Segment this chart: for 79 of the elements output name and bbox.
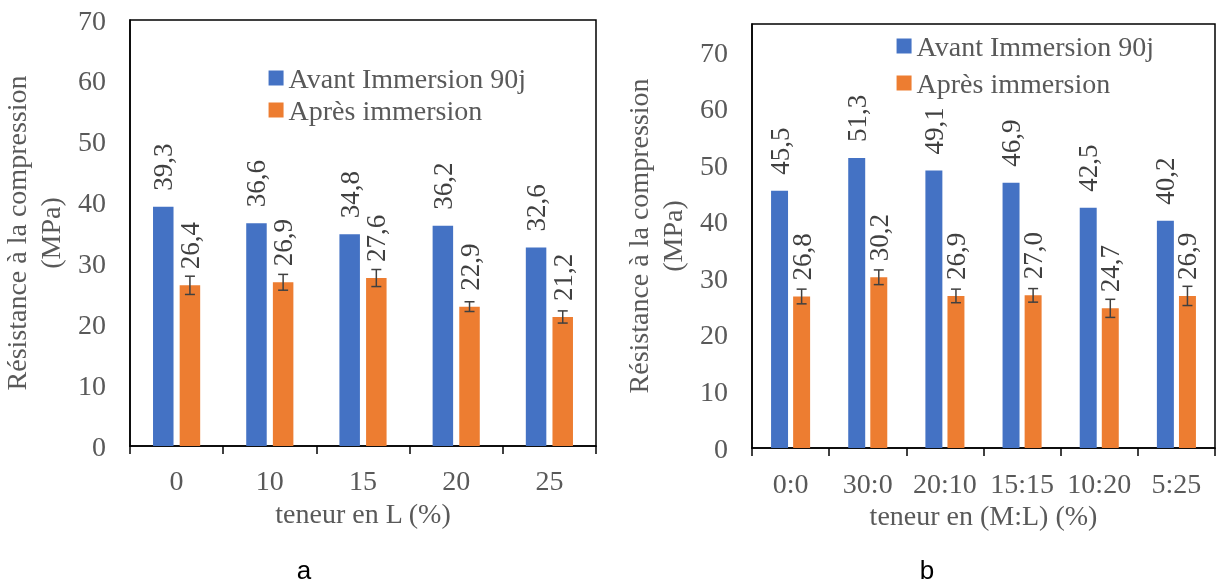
bar: [179, 285, 201, 446]
data-label: 49,1: [918, 107, 949, 155]
bar: [848, 157, 866, 448]
data-label: 26,9: [940, 232, 971, 280]
y-tick-label: 0: [714, 432, 728, 464]
y-tick-label: 20: [700, 319, 728, 351]
bar: [272, 282, 294, 446]
data-label: 46,9: [996, 119, 1027, 167]
y-tick-label: 20: [78, 308, 106, 340]
bar: [153, 206, 174, 446]
bar: [1024, 295, 1042, 448]
bar: [925, 170, 943, 448]
legend-label: Avant Immersion 90j: [916, 30, 1155, 62]
x-tick-label: 0: [169, 464, 184, 496]
x-axis-title: teneur en (M:L) (%): [869, 500, 1098, 532]
bar: [366, 278, 387, 446]
data-label: 21,2: [547, 253, 578, 301]
bar: [1002, 182, 1020, 448]
x-tick-label: 5:25: [1151, 467, 1202, 499]
y-tick-label: 70: [700, 36, 728, 68]
x-tick-label: 20:10: [913, 467, 977, 499]
data-label: 22,9: [454, 243, 485, 291]
bar: [947, 295, 965, 448]
bar: [459, 306, 480, 446]
data-label: 40,2: [1150, 157, 1181, 205]
bar: [339, 234, 360, 446]
y-tick-label: 10: [700, 375, 728, 407]
y-tick-label: 40: [700, 206, 728, 238]
data-label: 26,9: [268, 219, 299, 267]
data-label: 51,3: [841, 94, 872, 142]
y-tick-label: 60: [700, 93, 728, 125]
x-tick-label: 15: [349, 464, 377, 496]
y-tick-label: 40: [78, 187, 106, 219]
data-label: 26,8: [786, 233, 817, 281]
bar: [525, 247, 547, 446]
bar: [246, 223, 267, 446]
bar: [1101, 308, 1119, 448]
data-label: 45,5: [764, 127, 795, 175]
y-tick-label: 0: [92, 430, 106, 462]
x-axis-title: teneur en L (%): [275, 497, 451, 529]
data-label: 26,9: [1172, 232, 1203, 280]
legend-label: Après immersion: [288, 94, 483, 126]
y-axis-title: Résistance à la compression (MPa): [622, 78, 688, 394]
x-tick-label: 25: [535, 464, 564, 496]
data-label: 36,2: [427, 162, 458, 210]
text: b: [919, 555, 935, 583]
x-tick-label: 15:15: [990, 467, 1054, 499]
bar: [552, 316, 573, 446]
bar: [771, 190, 789, 448]
data-label: 30,2: [863, 214, 894, 262]
bar: [1178, 295, 1196, 448]
x-tick-label: 20: [442, 464, 471, 496]
data-label: 32,6: [521, 184, 552, 232]
bar: [1156, 220, 1174, 448]
x-tick-label: 10:20: [1067, 467, 1132, 499]
x-tick-label: 0:0: [772, 467, 809, 499]
bar: [432, 225, 454, 446]
legend-label: Après immersion: [916, 67, 1111, 99]
y-tick-label: 50: [700, 149, 728, 181]
y-axis-title: Résistance à la compression (MPa): [0, 75, 66, 391]
x-tick-label: 30:0: [842, 467, 893, 499]
data-label: 39,3: [148, 143, 179, 191]
y-tick-label: 60: [78, 65, 106, 97]
x-tick-label: 10: [255, 464, 284, 496]
y-tick-label: 30: [700, 262, 728, 294]
data-label: 42,5: [1073, 144, 1104, 192]
y-tick-label: 10: [78, 369, 106, 401]
y-tick-label: 70: [78, 4, 106, 36]
legend-label: Avant Immersion 90j: [288, 62, 527, 94]
data-label: 26,4: [174, 221, 205, 270]
data-label: 27,0: [1018, 232, 1049, 280]
data-label: 24,7: [1095, 245, 1126, 293]
bar: [870, 277, 888, 448]
y-tick-label: 30: [78, 247, 106, 279]
data-label: 36,6: [241, 160, 272, 208]
bar: [1079, 207, 1097, 448]
text: a: [296, 555, 312, 583]
y-tick-label: 50: [78, 126, 106, 158]
bar: [793, 296, 811, 448]
